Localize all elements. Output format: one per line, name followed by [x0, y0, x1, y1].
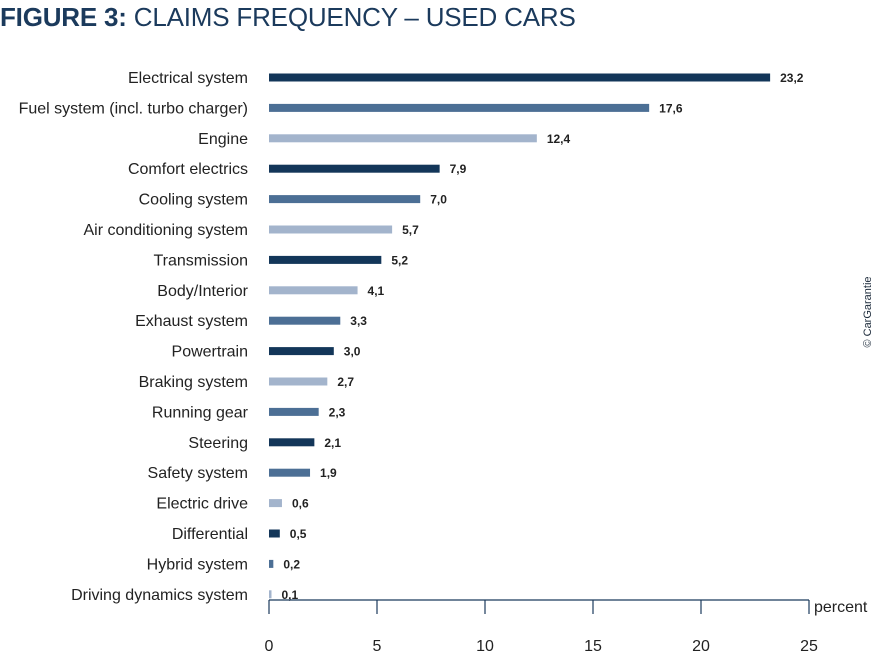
category-label: Electric drive [156, 496, 248, 513]
value-label: 23,2 [780, 71, 804, 85]
category-label: Driving dynamics system [71, 587, 248, 604]
value-label: 2,7 [337, 375, 354, 389]
category-label: Electrical system [128, 70, 248, 87]
x-tick-label: 5 [373, 638, 382, 655]
category-label: Safety system [148, 465, 248, 482]
x-axis-unit-label: percent [814, 599, 868, 616]
x-tick-label: 10 [476, 638, 494, 655]
title-text: CLAIMS FREQUENCY – USED CARS [133, 2, 576, 32]
value-label: 12,4 [547, 132, 571, 146]
category-label: Exhaust system [135, 313, 248, 330]
bar [269, 407, 319, 416]
value-label: 1,9 [320, 466, 337, 480]
category-label: Running gear [152, 404, 249, 421]
category-label: Engine [198, 131, 248, 148]
copyright-credit: © CarGarantie [862, 276, 874, 348]
x-tick-label: 25 [800, 638, 818, 655]
value-label: 0,6 [292, 497, 309, 511]
x-tick-label: 0 [265, 638, 274, 655]
category-label: Body/Interior [157, 283, 248, 300]
category-label: Air conditioning system [83, 222, 248, 239]
value-label: 7,9 [450, 162, 467, 176]
bar [269, 590, 272, 599]
bar [269, 225, 393, 234]
value-label: 5,7 [402, 223, 419, 237]
x-tick-label: 15 [584, 638, 602, 655]
bar [269, 164, 440, 173]
category-label: Steering [188, 435, 248, 452]
bar [269, 468, 311, 477]
bar [269, 73, 771, 82]
category-label: Comfort electrics [128, 161, 248, 178]
category-label: Fuel system (incl. turbo charger) [19, 100, 248, 117]
value-label: 0,1 [282, 588, 299, 602]
value-label: 2,3 [329, 405, 346, 419]
bar [269, 286, 358, 295]
category-label: Differential [172, 526, 248, 543]
category-label: Hybrid system [147, 556, 248, 573]
value-label: 2,1 [324, 436, 341, 450]
bar [269, 529, 280, 538]
value-label: 0,2 [283, 557, 300, 571]
value-label: 4,1 [368, 284, 385, 298]
title-prefix: FIGURE 3: [0, 2, 127, 32]
value-label: 7,0 [430, 193, 447, 207]
bar [269, 377, 328, 386]
bar [269, 195, 421, 204]
category-label: Cooling system [139, 192, 248, 209]
x-tick-label: 20 [692, 638, 710, 655]
bar [269, 438, 315, 447]
category-label: Braking system [139, 374, 248, 391]
bar [269, 347, 334, 356]
bar [269, 559, 274, 568]
bar [269, 134, 537, 143]
bar [269, 499, 282, 508]
chart-title: FIGURE 3: CLAIMS FREQUENCY – USED CARS [0, 2, 576, 32]
category-label: Powertrain [172, 344, 248, 361]
bar [269, 316, 341, 325]
value-label: 3,0 [344, 345, 361, 359]
value-label: 17,6 [659, 101, 683, 115]
value-label: 5,2 [391, 253, 408, 267]
category-label: Transmission [153, 252, 248, 269]
value-label: 3,3 [350, 314, 367, 328]
value-label: 0,5 [290, 527, 307, 541]
bar [269, 103, 650, 112]
bar [269, 255, 382, 264]
